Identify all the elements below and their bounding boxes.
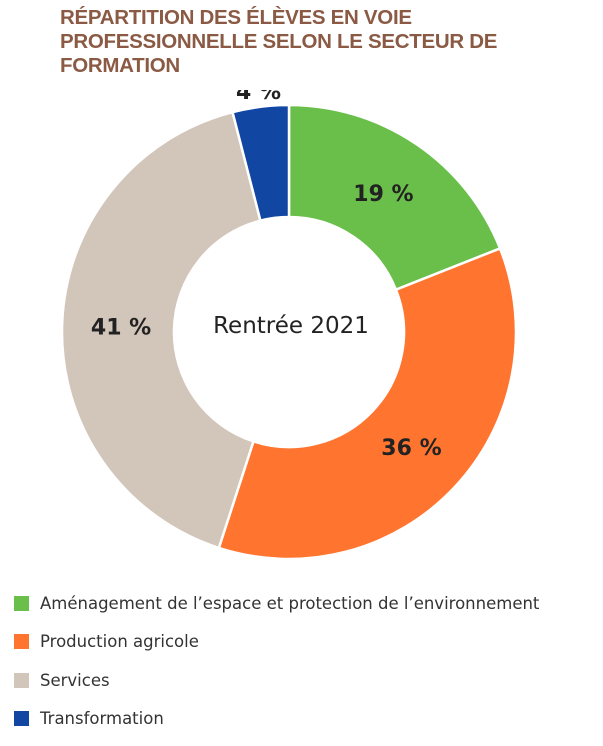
slice-label-2: 41 % [91, 316, 151, 341]
legend-label-3: Transformation [40, 709, 164, 728]
donut-chart: 19 % 36 % 41 % 4 % Rentrée 2021 [60, 90, 518, 561]
center-label: Rentrée 2021 [213, 313, 369, 339]
legend-item-0: Aménagement de l’espace et protection de… [14, 592, 539, 614]
legend-item-3: Transformation [14, 708, 539, 730]
legend-label-0: Aménagement de l’espace et protection de… [40, 593, 540, 613]
slice-0 [287, 103, 502, 292]
legend-swatch-2 [14, 672, 29, 688]
legend-swatch-1 [14, 634, 29, 649]
slice-3 [231, 103, 291, 223]
legend-item-1: Production agricole [14, 631, 539, 653]
legend-label-2: Services [40, 670, 110, 690]
legend-label-1: Production agricole [40, 632, 199, 651]
slice-label-3: 4 % [236, 90, 281, 105]
legend: Aménagement de l’espace et protection de… [14, 592, 539, 746]
slice-1 [217, 246, 518, 561]
legend-swatch-3 [14, 711, 29, 726]
chart-title: Répartition des élèves en voie professio… [60, 6, 498, 77]
slice-label-0: 19 % [353, 182, 413, 207]
legend-swatch-0 [14, 595, 29, 611]
slice-2 [60, 110, 262, 550]
slice-label-1: 36 % [381, 436, 441, 461]
legend-item-2: Services [14, 669, 539, 691]
